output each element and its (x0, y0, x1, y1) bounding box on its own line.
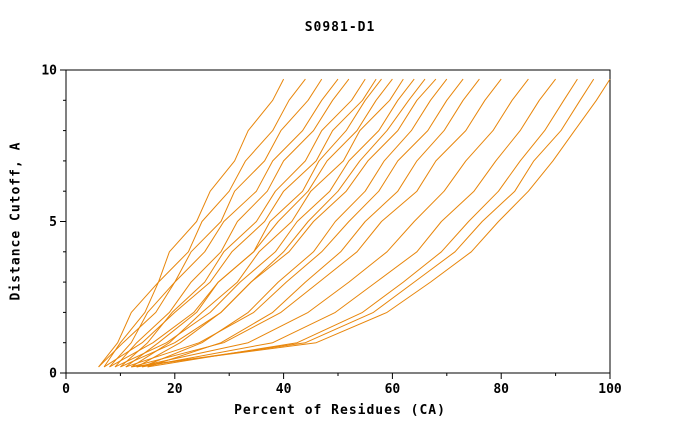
model-curve (103, 78, 377, 368)
model-curve (136, 78, 595, 368)
y-tick-label: 5 (49, 215, 57, 230)
model-curve (98, 78, 285, 368)
y-tick-label: 10 (41, 64, 57, 79)
x-tick-label: 40 (276, 382, 292, 397)
model-curve (98, 78, 339, 368)
model-curve (131, 78, 611, 368)
model-curve (147, 78, 480, 368)
model-curve (136, 78, 426, 368)
model-curve (103, 78, 306, 368)
model-curve (109, 78, 323, 368)
x-tick-label: 60 (385, 382, 401, 397)
plot-frame (65, 69, 611, 374)
model-curve (142, 78, 556, 368)
x-tick-label: 0 (62, 382, 70, 397)
model-curve (114, 78, 415, 368)
model-curve (109, 78, 393, 368)
x-tick-label: 100 (598, 382, 622, 397)
model-curve (131, 78, 502, 368)
model-curve (114, 78, 350, 368)
x-tick-label: 20 (167, 382, 183, 397)
y-tick-label: 0 (49, 367, 57, 382)
model-curve (136, 78, 529, 368)
chart-title: S0981-D1 (304, 20, 376, 35)
model-curve (125, 78, 464, 368)
model-curve (125, 78, 382, 368)
x-axis-label: Percent of Residues (CA) (234, 403, 446, 418)
model-curve (147, 78, 578, 368)
y-axis-label: Distance Cutoff, A (8, 141, 24, 301)
model-curve (120, 78, 437, 368)
model-curve (131, 78, 404, 368)
x-tick-label: 80 (493, 382, 509, 397)
model-curve (142, 78, 448, 368)
